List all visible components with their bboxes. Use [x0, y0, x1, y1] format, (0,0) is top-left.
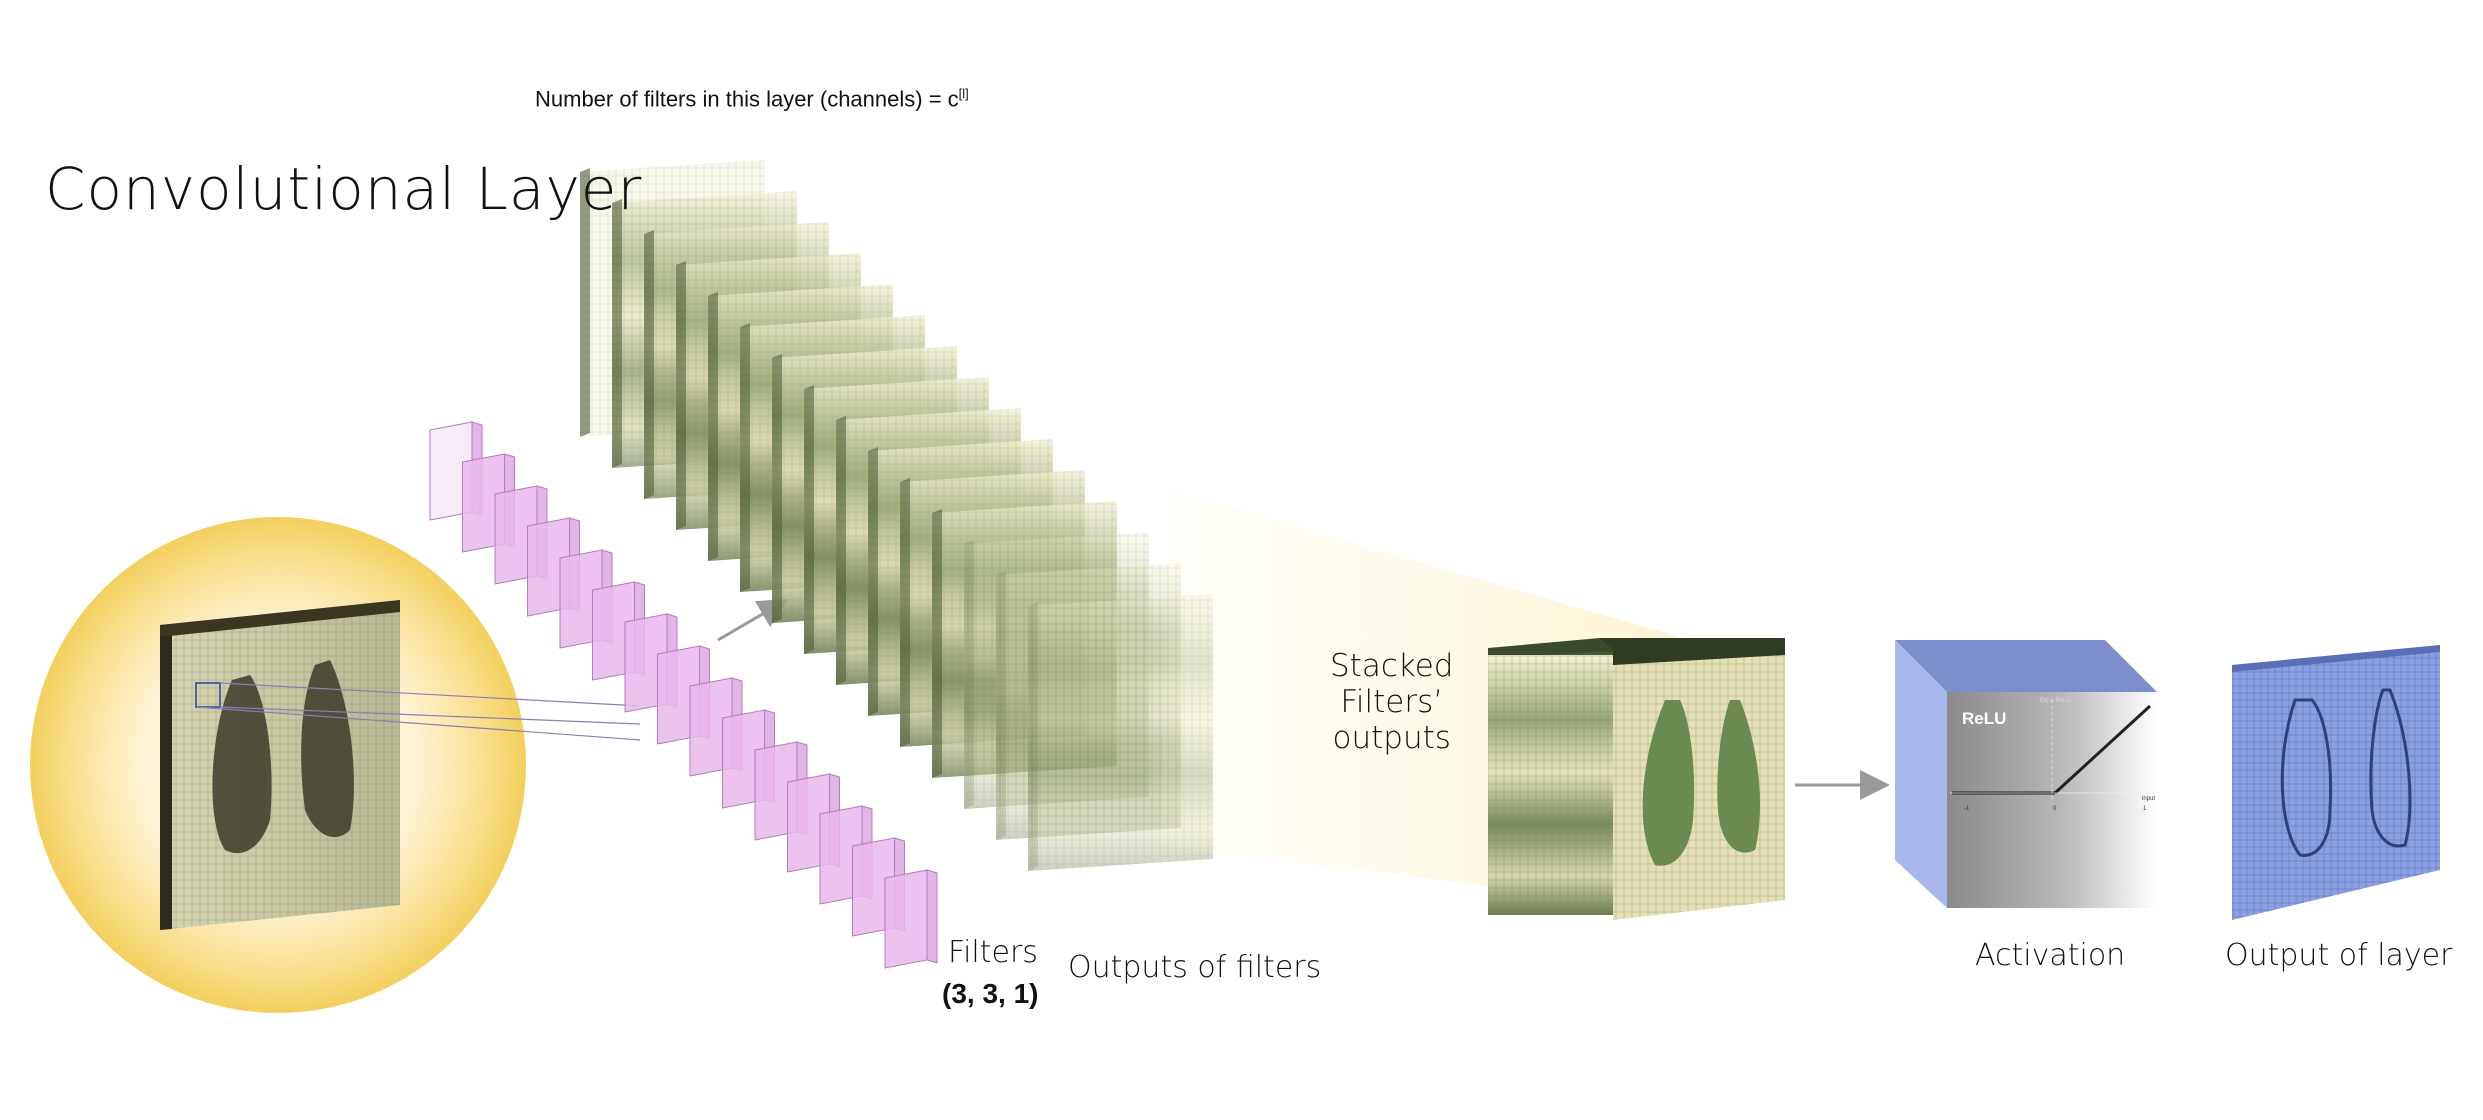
relu-tick-neg: -1 — [1964, 806, 1970, 812]
stacked-filters-label: Stacked Filters’ outputs — [1330, 648, 1453, 756]
stacked-label-line-1: Stacked — [1330, 648, 1454, 684]
output-of-layer-map — [2232, 645, 2440, 920]
input-xray-image — [160, 600, 400, 930]
activation-cube: ReLU f(x) = ReLU input -1 0 1 — [1895, 640, 2157, 908]
feature-maps-stack — [580, 160, 1213, 871]
filters-count-text: Number of filters in this layer (channel… — [535, 86, 959, 112]
filter-shape-label: (3, 3, 1) — [942, 978, 1039, 1009]
activation-label: Activation — [1975, 938, 2126, 973]
filters-stack — [429, 421, 938, 969]
filters-label: Filters — [948, 935, 1038, 970]
stacked-label-line-2: Filters’ — [1340, 684, 1444, 720]
output-of-layer-label: Output of layer — [2225, 938, 2453, 973]
relu-tick-zero: 0 — [2053, 806, 2057, 812]
stacked-outputs-cube — [1488, 638, 1785, 920]
stacked-label-line-3: outputs — [1332, 720, 1451, 756]
relu-title: ReLU — [1962, 709, 2006, 728]
filters-count-superscript: [l] — [958, 86, 969, 101]
filters-count-label: Number of filters in this layer (channel… — [535, 86, 969, 112]
relu-tick-pos: 1 — [2143, 806, 2147, 812]
filter-15 — [884, 869, 938, 969]
arrow-filters-to-outputs — [717, 598, 789, 642]
outputs-of-filters-label: Outputs of filters — [1068, 950, 1322, 985]
relu-xlabel: input — [2142, 796, 2155, 802]
page-title: Convolutional Layer — [45, 155, 643, 223]
relu-ylabel: f(x) = ReLU — [2040, 698, 2071, 704]
receptive-field-lines — [195, 682, 641, 741]
